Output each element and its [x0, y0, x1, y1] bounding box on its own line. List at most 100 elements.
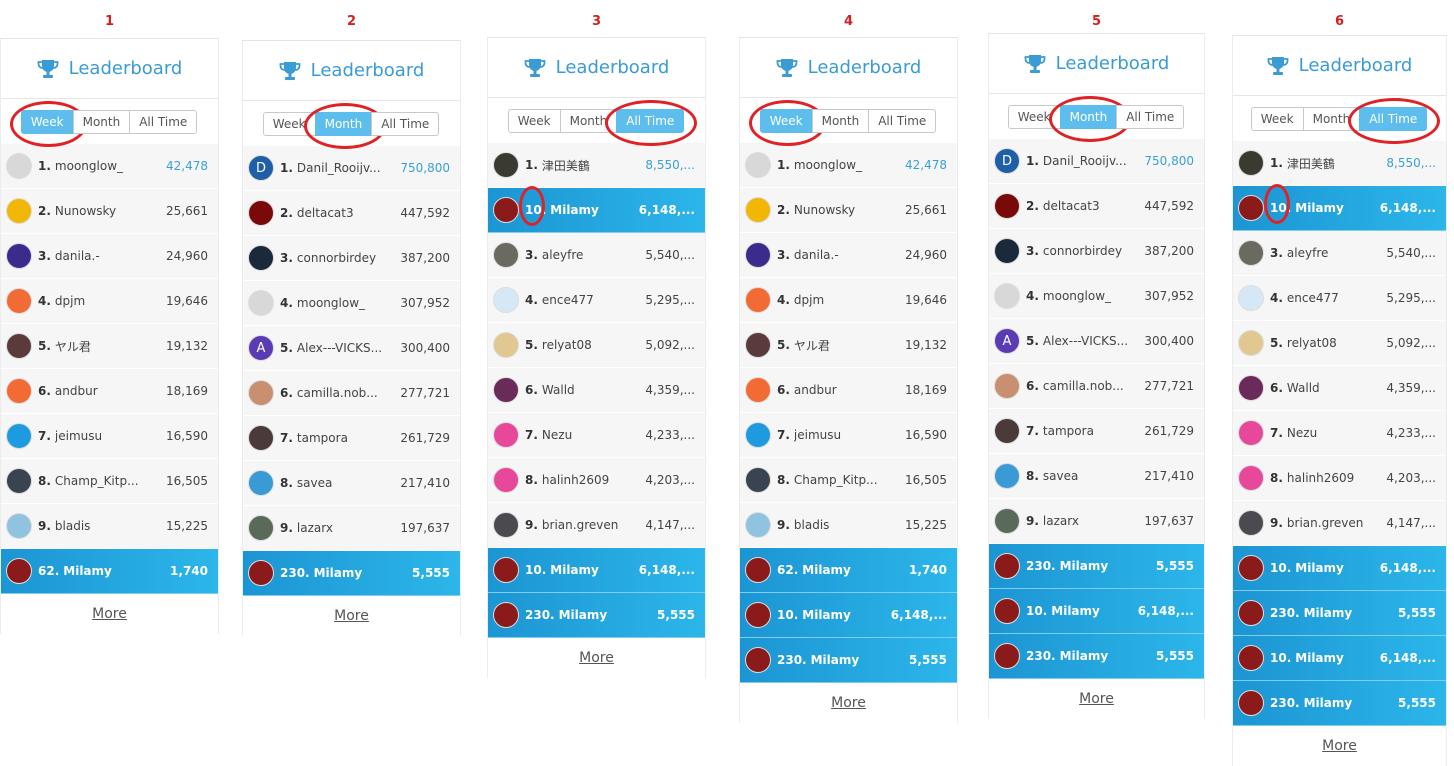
leaderboard-row[interactable]: 3. connorbirdey 387,200 [989, 229, 1204, 274]
leaderboard-row[interactable]: 6. camilla.nob... 277,721 [989, 364, 1204, 409]
leaderboard-row[interactable]: 1. 津田美鶴 8,550,... [488, 143, 705, 188]
leaderboard-row[interactable]: 2. Nunowsky 25,661 [740, 188, 957, 233]
more-link[interactable]: More [1079, 691, 1114, 707]
more-link[interactable]: More [92, 606, 127, 622]
leaderboard-row[interactable]: 3. aleyfre 5,540,... [488, 233, 705, 278]
leaderboard-row[interactable]: 230. Milamy 5,555 [243, 551, 460, 596]
leaderboard-row[interactable]: 7. Nezu 4,233,... [488, 413, 705, 458]
leaderboard-row[interactable]: 10. Milamy 6,148,... [740, 593, 957, 638]
leaderboard-row[interactable]: 3. connorbirdey 387,200 [243, 236, 460, 281]
leaderboard-row[interactable]: D 1. Danil_Rooijv... 750,800 [989, 139, 1204, 184]
tab-button[interactable]: Week [1007, 104, 1061, 129]
tab-button[interactable]: All Time [1116, 104, 1185, 129]
more-link[interactable]: More [831, 695, 866, 711]
panel-number: 2 [346, 14, 357, 29]
leaderboard-row[interactable]: 6. Walld 4,359,... [488, 368, 705, 413]
tab-button[interactable]: Week [9, 100, 87, 147]
leaderboard-row[interactable]: 9. brian.greven 4,147,... [1233, 501, 1446, 546]
leaderboard-row[interactable]: 1. 津田美鶴 8,550,... [1233, 141, 1446, 186]
leaderboard-row[interactable]: 230. Milamy 5,555 [740, 638, 957, 683]
tab-button[interactable]: All Time [1348, 97, 1441, 144]
leaderboard-row[interactable]: 10. Milamy 6,148,... [1233, 636, 1446, 681]
leaderboard-row[interactable]: 5. ヤル君 19,132 [1, 324, 218, 369]
leaderboard-row[interactable]: 6. andbur 18,169 [1, 369, 218, 414]
tab-button[interactable]: Week [507, 108, 561, 133]
leaderboard-row[interactable]: 230. Milamy 5,555 [989, 634, 1204, 679]
leaderboard-row[interactable]: 5. relyat08 5,092,... [1233, 321, 1446, 366]
leaderboard-row[interactable]: 7. Nezu 4,233,... [1233, 411, 1446, 456]
leaderboard-row[interactable]: 4. dpjm 19,646 [740, 278, 957, 323]
tab-button[interactable]: Week [748, 99, 826, 146]
leaderboard-row[interactable]: 8. Champ_Kitp... 16,505 [1, 459, 218, 504]
tab-button[interactable]: Month [559, 108, 618, 133]
tab-button[interactable]: Month [811, 108, 870, 133]
tab-button[interactable]: All Time [868, 108, 937, 133]
leaderboard-row[interactable]: 7. jeimusu 16,590 [740, 413, 957, 458]
leaderboard-row[interactable]: D 1. Danil_Rooijv... 750,800 [243, 146, 460, 191]
tab-button[interactable]: All Time [605, 99, 698, 146]
leaderboard-row[interactable]: 1. moonglow_ 42,478 [740, 143, 957, 188]
leaderboard-row[interactable]: 6. andbur 18,169 [740, 368, 957, 413]
rank: 6. [280, 386, 293, 400]
leaderboard-row[interactable]: 2. Nunowsky 25,661 [1, 189, 218, 234]
leaderboard-row[interactable]: 7. jeimusu 16,590 [1, 414, 218, 459]
leaderboard-row[interactable]: 62. Milamy 1,740 [740, 548, 957, 593]
leaderboard-row[interactable]: 10. Milamy 6,148,... [989, 589, 1204, 634]
leaderboard-row[interactable]: 8. halinh2609 4,203,... [1233, 456, 1446, 501]
leaderboard-row[interactable]: 2. deltacat3 447,592 [989, 184, 1204, 229]
tab-button[interactable]: Week [1250, 106, 1304, 131]
leaderboard-row[interactable]: 230. Milamy 5,555 [488, 593, 705, 638]
rank: 10. [1026, 604, 1048, 618]
tab-button[interactable]: Month [72, 109, 131, 134]
leaderboard-row[interactable]: 3. danila.- 24,960 [740, 233, 957, 278]
leaderboard-row[interactable]: 7. tampora 261,729 [989, 409, 1204, 454]
tab-button[interactable]: Month [1048, 95, 1131, 142]
leaderboard-row[interactable]: 7. tampora 261,729 [243, 416, 460, 461]
leaderboard-row[interactable]: 8. savea 217,410 [243, 461, 460, 506]
player-name: connorbirdey [296, 251, 377, 265]
leaderboard-row[interactable]: 6. Walld 4,359,... [1233, 366, 1446, 411]
leaderboard-row[interactable]: 10. Milamy 6,148,... [1233, 546, 1446, 591]
leaderboard-row[interactable]: 9. bladis 15,225 [1, 504, 218, 549]
leaderboard-row[interactable]: 4. moonglow_ 307,952 [243, 281, 460, 326]
annotation-ellipse [605, 99, 698, 146]
leaderboard-row[interactable]: 9. lazarx 197,637 [243, 506, 460, 551]
tab-button[interactable]: All Time [129, 109, 198, 134]
leaderboard-row[interactable]: 8. halinh2609 4,203,... [488, 458, 705, 503]
leaderboard-row[interactable]: 62. Milamy 1,740 [1, 549, 218, 594]
leaderboard-row[interactable]: 4. moonglow_ 307,952 [989, 274, 1204, 319]
leaderboard-row[interactable]: 3. aleyfre 5,540,... [1233, 231, 1446, 276]
leaderboard-row[interactable]: 9. bladis 15,225 [740, 503, 957, 548]
more-link[interactable]: More [334, 608, 369, 624]
tab-button[interactable]: Month [303, 102, 386, 149]
leaderboard-row[interactable]: 10. Milamy 6,148,... [1233, 184, 1446, 231]
leaderboard-row[interactable]: 2. deltacat3 447,592 [243, 191, 460, 236]
leaderboard-row[interactable]: 6. camilla.nob... 277,721 [243, 371, 460, 416]
leaderboard-row[interactable]: A 5. Alex---VICKS... 300,400 [243, 326, 460, 371]
player-name: moonglow_ [793, 158, 863, 172]
player-name: Walld [541, 383, 575, 397]
leaderboard-row[interactable]: 9. brian.greven 4,147,... [488, 503, 705, 548]
leaderboard-row[interactable]: 1. moonglow_ 42,478 [1, 144, 218, 189]
tab-button[interactable]: Week [262, 111, 316, 136]
leaderboard-row[interactable]: 10. Milamy 6,148,... [488, 186, 705, 233]
player-name: 津田美鶴 [1286, 156, 1335, 171]
tab-button[interactable]: All Time [371, 111, 440, 136]
more-link[interactable]: More [1322, 738, 1357, 754]
leaderboard-row[interactable]: 230. Milamy 5,555 [1233, 681, 1446, 726]
leaderboard-row[interactable]: 8. savea 217,410 [989, 454, 1204, 499]
leaderboard-row[interactable]: 5. ヤル君 19,132 [740, 323, 957, 368]
leaderboard-row[interactable]: 8. Champ_Kitp... 16,505 [740, 458, 957, 503]
leaderboard-row[interactable]: 4. ence477 5,295,... [488, 278, 705, 323]
leaderboard-row[interactable]: 4. dpjm 19,646 [1, 279, 218, 324]
leaderboard-row[interactable]: 9. lazarx 197,637 [989, 499, 1204, 544]
leaderboard-row[interactable]: A 5. Alex---VICKS... 300,400 [989, 319, 1204, 364]
leaderboard-row[interactable]: 230. Milamy 5,555 [1233, 591, 1446, 636]
more-link[interactable]: More [579, 650, 614, 666]
leaderboard-row[interactable]: 4. ence477 5,295,... [1233, 276, 1446, 321]
leaderboard-row[interactable]: 5. relyat08 5,092,... [488, 323, 705, 368]
tab-button[interactable]: Month [1302, 106, 1361, 131]
leaderboard-row[interactable]: 10. Milamy 6,148,... [488, 548, 705, 593]
leaderboard-row[interactable]: 230. Milamy 5,555 [989, 544, 1204, 589]
leaderboard-row[interactable]: 3. danila.- 24,960 [1, 234, 218, 279]
